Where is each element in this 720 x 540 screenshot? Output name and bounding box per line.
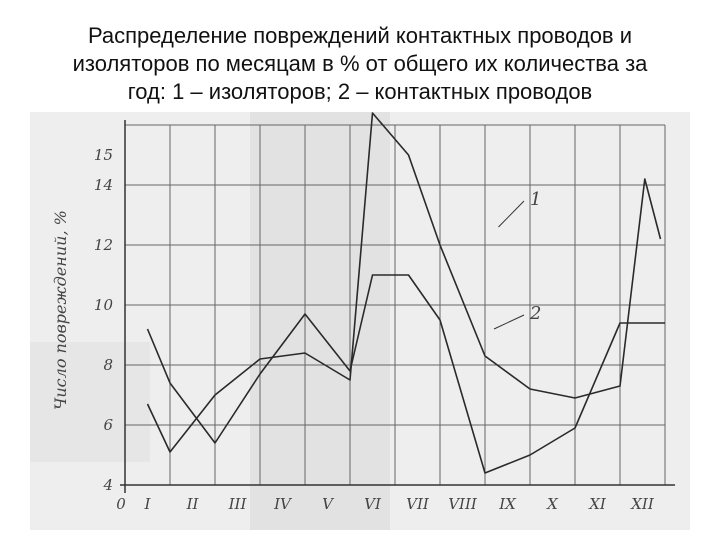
- y-tick-label: 14: [94, 176, 113, 194]
- x-tick-label: X: [546, 495, 559, 513]
- series-labels: 12: [493, 189, 541, 330]
- title-line-1: Распределение повреждений контактных про…: [87, 23, 633, 48]
- series-label: 1: [530, 189, 541, 210]
- x-tick-label: XII: [630, 495, 655, 513]
- x-tick-label: XI: [588, 495, 607, 513]
- x-tick-label: IX: [498, 495, 517, 513]
- x-tick-label-origin: 0: [116, 495, 126, 513]
- y-tick-label: 15: [94, 146, 113, 164]
- title-line-3: год: 1 – изоляторов; 2 – контактных пров…: [127, 79, 593, 104]
- y-tick-label: 6: [103, 416, 113, 434]
- title-line-2: изоляторов по месяцам в % от общего их к…: [72, 51, 648, 76]
- y-tick-label: 8: [103, 356, 113, 374]
- series-label-leader: [493, 314, 525, 330]
- series-label: 2: [529, 303, 541, 324]
- x-tick-label: IV: [273, 495, 293, 513]
- y-tick-label: 4: [102, 476, 113, 494]
- x-tick-label: VIII: [448, 495, 478, 513]
- y-tick-label: 10: [94, 296, 114, 314]
- series-line-2: [146, 274, 665, 474]
- y-tick-labels: 4 6 8 10 12 14 15: [94, 146, 114, 494]
- y-tick-label: 12: [94, 236, 113, 254]
- x-tick-label: VI: [364, 495, 382, 513]
- y-axis-label: Число повреждений, %: [51, 210, 70, 410]
- chart-grid: [125, 124, 666, 485]
- x-tick-label: II: [186, 495, 200, 513]
- scanned-figure: [30, 112, 690, 530]
- x-tick-label: I: [144, 495, 152, 513]
- scan-shade-patch: [30, 342, 150, 462]
- series-line-1: [146, 112, 662, 453]
- chart-series: [146, 112, 665, 474]
- series-label-leader: [498, 200, 525, 228]
- x-tick-label: VII: [406, 495, 430, 513]
- slide-title: Распределение повреждений контактных про…: [20, 22, 700, 106]
- x-tick-label: III: [228, 495, 248, 513]
- x-tick-label: V: [322, 495, 335, 513]
- chart-axes: [120, 120, 675, 493]
- x-tick-labels: 0 I II III IV V VI VII VIII IX X XI XII: [116, 495, 655, 513]
